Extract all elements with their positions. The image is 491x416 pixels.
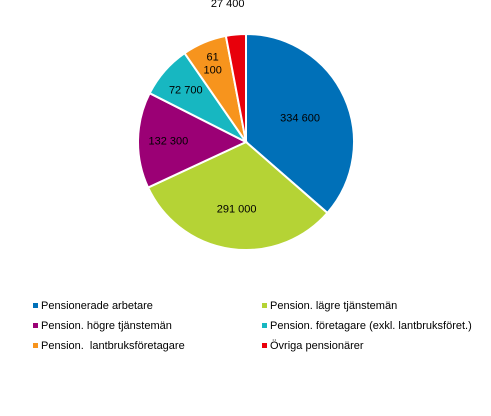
legend-swatch-2	[262, 303, 267, 308]
legend-label-4: Pension. företagare (exkl. lantbruksföre…	[270, 320, 472, 332]
pie-slice-3	[137, 91, 249, 189]
legend-swatch-6	[262, 343, 267, 348]
data-label-2: 291 000	[217, 203, 257, 215]
pie-slice-2	[146, 140, 329, 251]
legend-label-3: Pension. högre tjänstemän	[41, 320, 172, 332]
legend-label-5: Pension. lantbruksföretagare	[41, 340, 185, 352]
legend-label-6: Övriga pensionärer	[270, 340, 364, 352]
legend-swatch-4	[262, 323, 267, 328]
legend: Pensionerade arbetare Pension. lägre tjän…	[33, 300, 472, 352]
pie-slice-1	[245, 32, 355, 215]
legend-label-1: Pensionerade arbetare	[41, 300, 153, 312]
data-label-4: 72 700	[169, 84, 203, 96]
legend-swatch-5	[33, 343, 38, 348]
data-label-5: 61 100	[203, 51, 221, 76]
pie-slice-6	[224, 32, 247, 143]
data-label-1: 334 600	[280, 112, 320, 124]
data-label-3: 132 300	[149, 136, 189, 148]
pie-slices	[137, 32, 355, 251]
legend-swatch-1	[33, 303, 38, 308]
data-label-6: 27 400	[211, 0, 245, 10]
legend-label-2: Pension. lägre tjänstemän	[270, 300, 397, 312]
legend-swatch-3	[33, 323, 38, 328]
